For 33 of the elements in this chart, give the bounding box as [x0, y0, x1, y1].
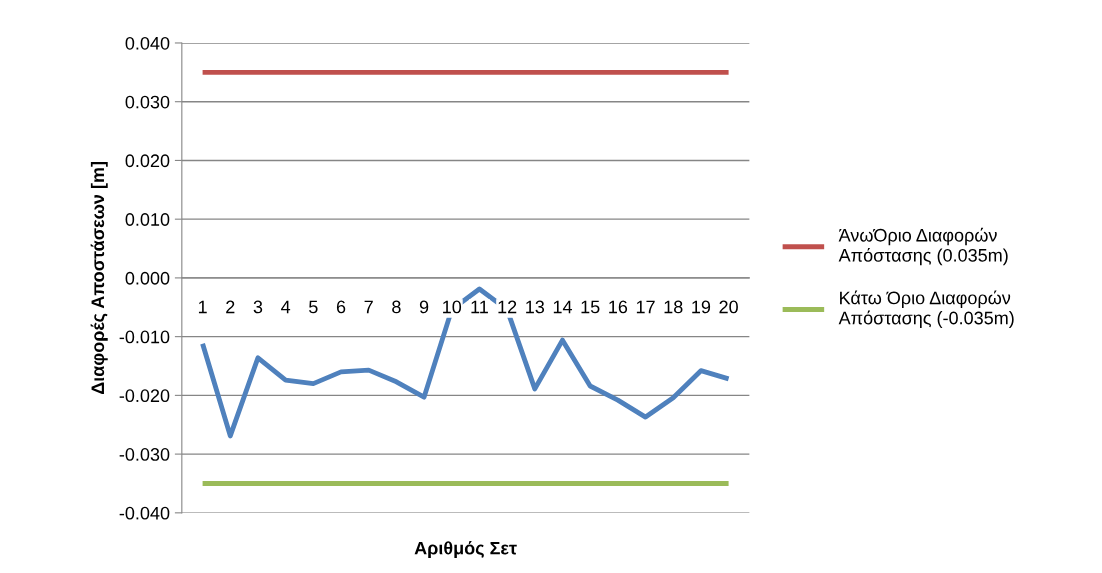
y-tick-label: 0.020	[125, 154, 170, 168]
x-tick-label: 15	[581, 300, 600, 314]
legend-label: Κάτω Όριο Διαφορών Απόστασης (-0.035m)	[838, 290, 1014, 328]
y-tick-label: 0.010	[125, 213, 170, 226]
y-tick-label: -0.010	[119, 330, 170, 344]
y-tick-label: -0.040	[119, 506, 170, 520]
x-tick-label: 11	[471, 300, 488, 314]
y-tick-label: -0.020	[119, 389, 170, 403]
x-tick-label: 10	[443, 300, 462, 314]
x-tick-label: 14	[553, 300, 572, 314]
x-tick-label: 7	[364, 300, 373, 314]
x-tick-label: 3	[253, 300, 263, 314]
y-axis-title: Διαφορές Αποστάσεων [m]	[90, 162, 108, 395]
x-tick-label: 18	[664, 300, 683, 314]
x-tick-label: 2	[226, 300, 235, 314]
y-tick-label: 0.040	[125, 36, 170, 50]
x-tick-label: 4	[281, 300, 291, 314]
x-tick-label: 17	[636, 300, 655, 314]
x-tick-label: 19	[692, 300, 711, 314]
y-tick-label: 0.030	[125, 95, 170, 109]
x-axis-title: Αριθμός Σετ	[414, 541, 517, 559]
legend-label: ΆνωΌριο Διαφορών Απόστασης (0.035m)	[838, 227, 1008, 266]
x-tick-label: 8	[392, 300, 401, 314]
x-tick-label: 6	[336, 300, 346, 314]
x-tick-label: 1	[198, 300, 207, 314]
x-tick-label: 9	[419, 300, 429, 314]
y-tick-label: -0.030	[119, 448, 170, 461]
x-tick-label: 12	[498, 300, 517, 314]
y-tick-label: 0.000	[125, 271, 170, 285]
x-tick-label: 16	[609, 300, 628, 314]
x-tick-label: 5	[309, 300, 318, 314]
x-tick-label: 13	[526, 300, 545, 314]
x-tick-label: 20	[719, 300, 738, 314]
